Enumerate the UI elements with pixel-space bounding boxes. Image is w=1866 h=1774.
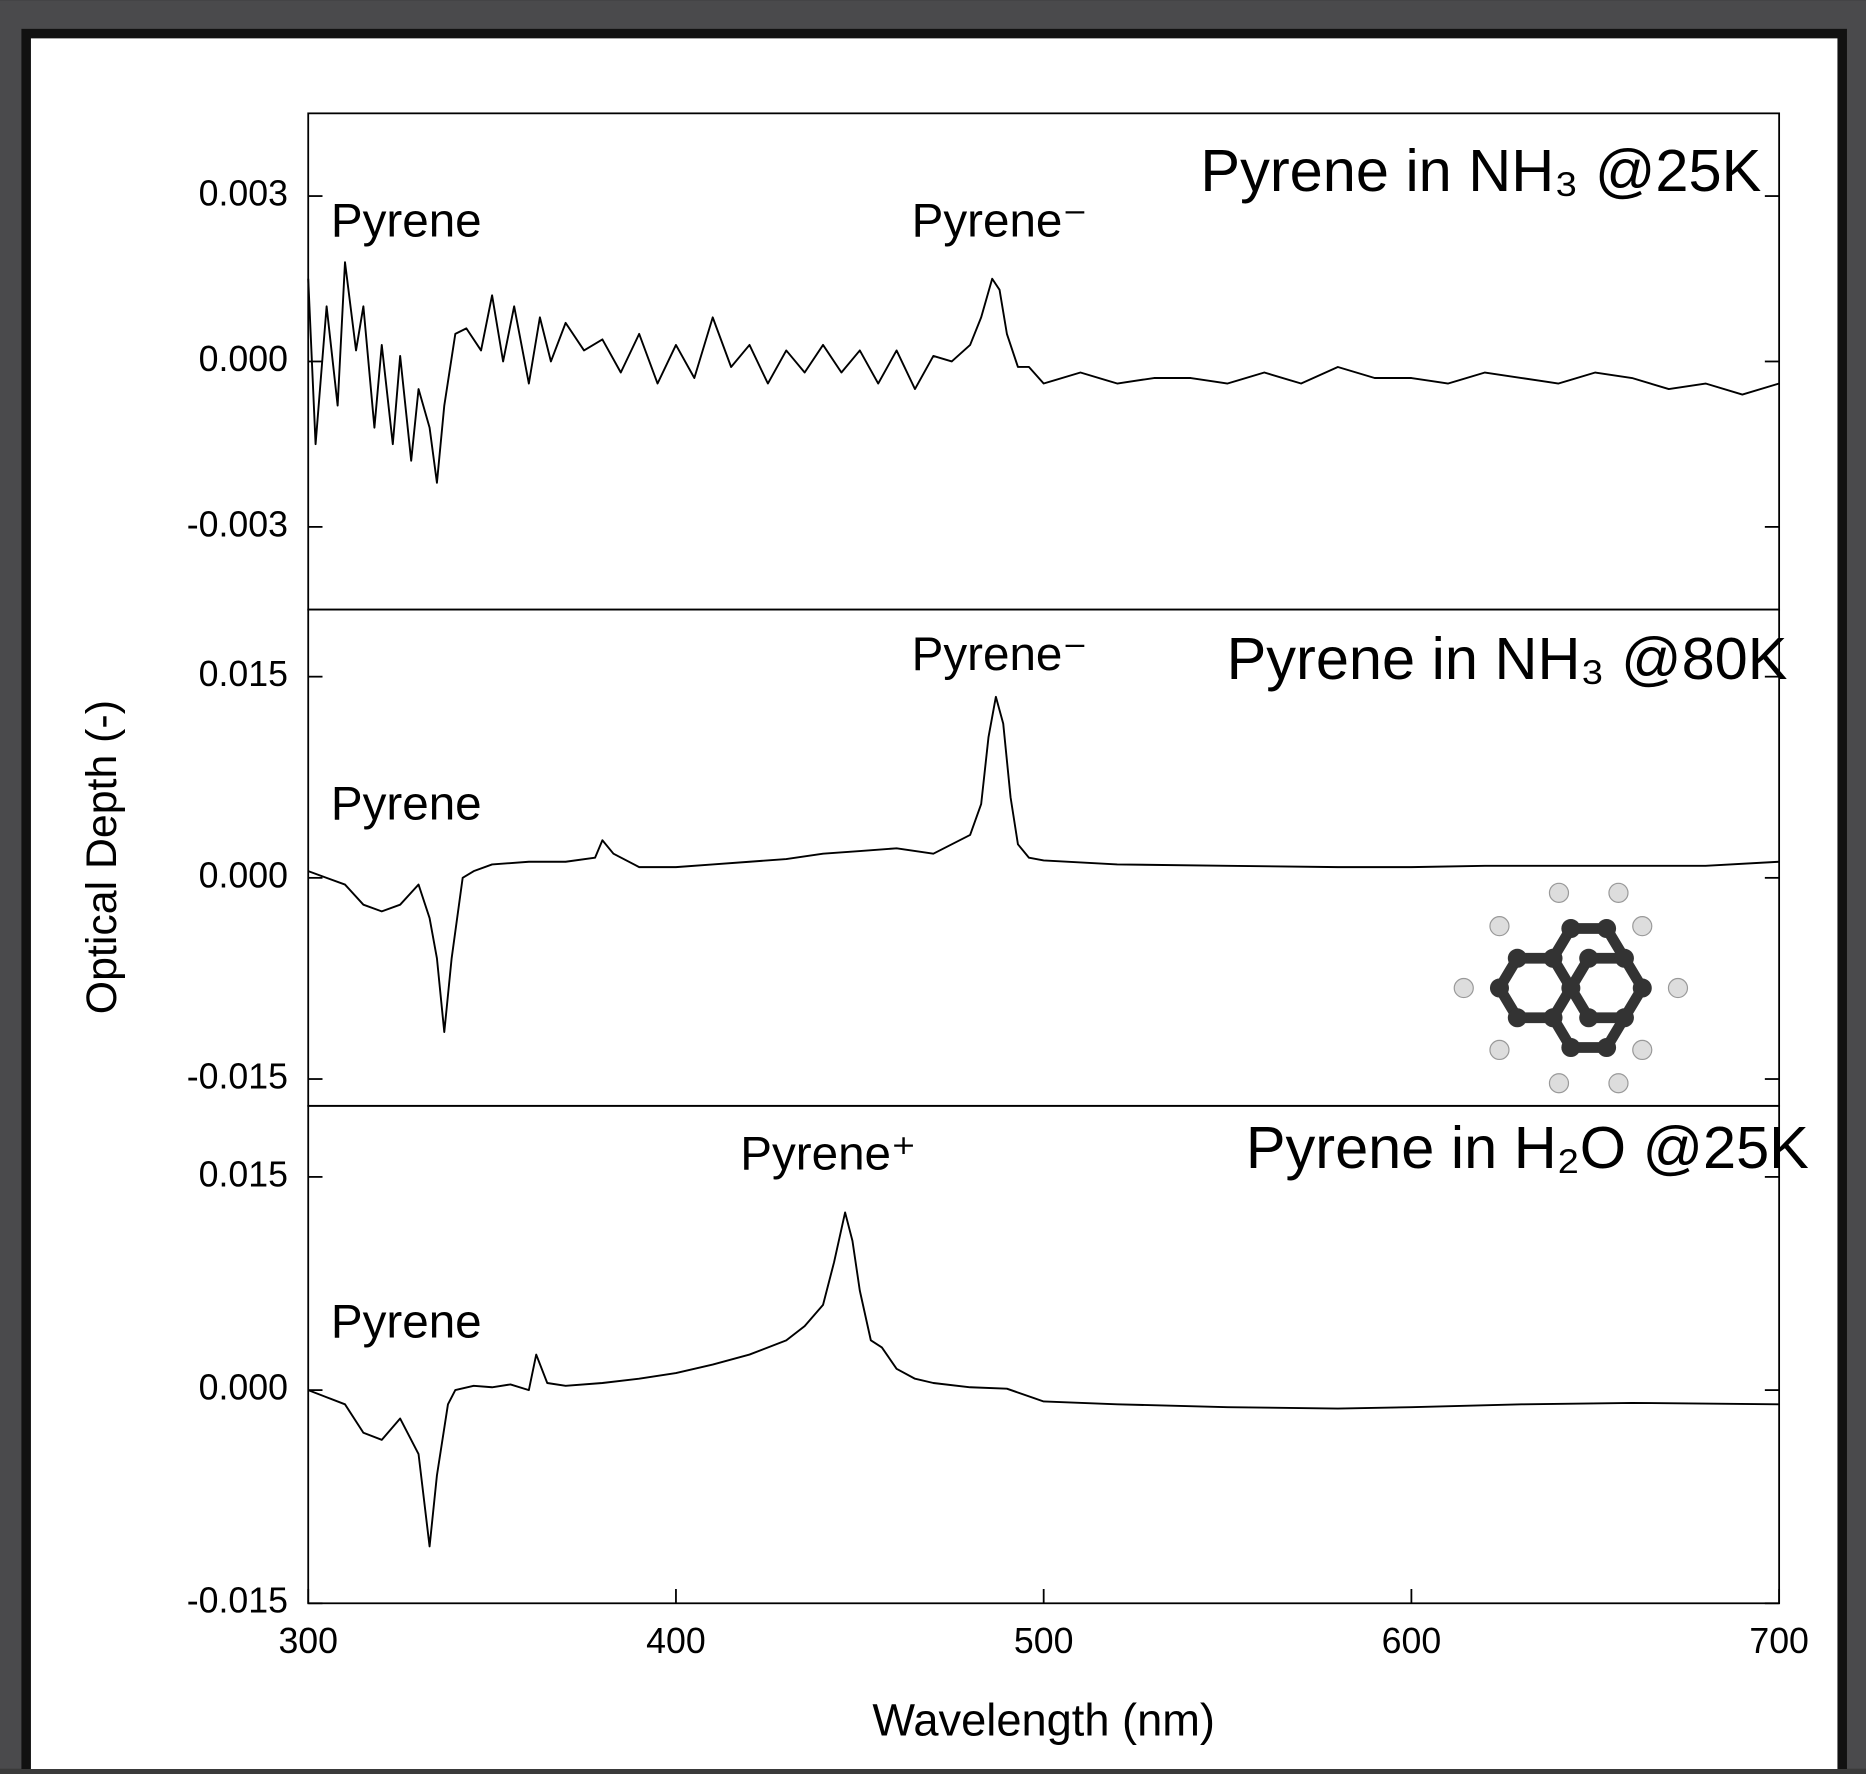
figure-panel: [21, 28, 1847, 1774]
y-tick-label: 0.003: [199, 173, 288, 213]
annotation: Pyrene: [331, 1295, 482, 1348]
x-tick-label: 600: [1382, 1621, 1442, 1661]
annotation: Pyrene: [331, 195, 482, 248]
panel-title: Pyrene in NH₃ @25K: [1200, 137, 1761, 204]
x-tick-label: 500: [1014, 1621, 1074, 1661]
y-tick-label: -0.015: [187, 1581, 288, 1621]
y-tick-label: 0.000: [199, 1368, 288, 1408]
y-axis-label: Optical Depth (-): [78, 700, 126, 1014]
x-tick-label: 300: [278, 1621, 338, 1661]
spectrum-line: [307, 1211, 1780, 1548]
plots: -0.003 0.000 0.003 Pyrene in NH₃ @25K Pyrene…: [78, 112, 1809, 1745]
y-tick-label: 0.000: [199, 339, 288, 379]
y-tick-label: 0.015: [199, 654, 288, 694]
y-tick-label: -0.003: [187, 504, 288, 544]
annotation: Pyrene⁻: [912, 628, 1088, 681]
x-tick-label: 400: [646, 1621, 706, 1661]
x-tick-label: 700: [1749, 1621, 1809, 1661]
y-tick-label: 0.015: [199, 1154, 288, 1194]
panel-title: Pyrene in H₂O @25K: [1246, 1114, 1809, 1181]
x-axis-label: Wavelength (nm): [872, 1694, 1215, 1745]
annotation: Pyrene⁺: [740, 1128, 916, 1181]
spectrum-line: [307, 261, 1780, 484]
y-tick-label: -0.015: [187, 1056, 288, 1096]
spectrum-line: [307, 695, 1780, 1034]
annotation: Pyrene⁻: [912, 195, 1088, 248]
annotation: Pyrene: [331, 778, 482, 831]
pyrene-molecule: [1453, 882, 1689, 1094]
y-tick-label: 0.000: [199, 855, 288, 895]
panel-title: Pyrene in NH₃ @80K: [1227, 625, 1788, 692]
